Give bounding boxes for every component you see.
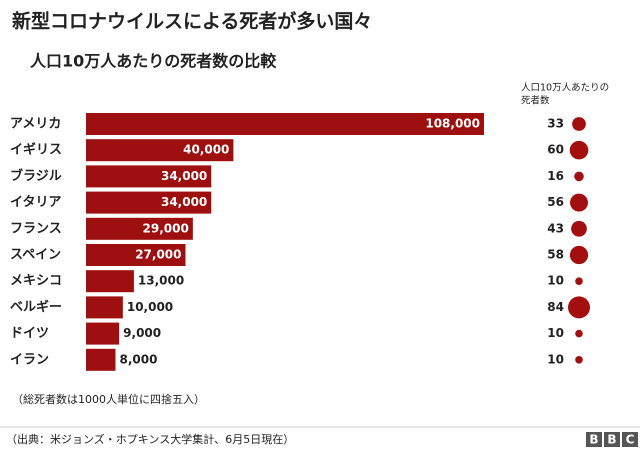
- bar: [86, 165, 212, 188]
- category-label: ブラジル: [10, 168, 62, 184]
- bubble-header: 死者数: [521, 95, 550, 107]
- bar: [86, 348, 116, 371]
- logo-box: [622, 432, 638, 447]
- logo-letter: B: [607, 433, 616, 447]
- per-capita-label: 43: [547, 221, 564, 235]
- bubble: [570, 193, 588, 212]
- bar: [86, 270, 134, 293]
- category-label: アメリカ: [10, 117, 61, 132]
- per-capita-label: 10: [547, 352, 564, 366]
- category-label: イギリス: [10, 142, 62, 158]
- per-capita-label: 56: [547, 195, 564, 209]
- category-label: イタリア: [10, 195, 61, 210]
- chart-title: 新型コロナウイルスによる死者が多い国々: [12, 10, 372, 33]
- bubble: [571, 220, 587, 237]
- category-label: フランス: [10, 221, 62, 236]
- per-capita-label: 33: [547, 117, 564, 131]
- bubble: [574, 171, 584, 182]
- per-capita-label: 58: [547, 248, 564, 262]
- category-label: ドイツ: [10, 326, 49, 341]
- value-label: 10,000: [127, 300, 173, 314]
- logo-letter: B: [589, 433, 598, 447]
- logo-box: [586, 432, 602, 447]
- bubble: [575, 356, 583, 364]
- per-capita-label: 10: [547, 274, 564, 288]
- per-capita-label: 84: [547, 300, 564, 314]
- value-label: 9,000: [123, 326, 161, 340]
- value-label: 27,000: [135, 248, 181, 262]
- bubble: [569, 140, 589, 160]
- bar: [86, 244, 186, 266]
- per-capita-label: 16: [547, 169, 564, 183]
- category-label: イラン: [10, 352, 49, 367]
- category-label: スペイン: [10, 248, 61, 263]
- bar: [86, 113, 484, 135]
- bubble-header: 人口10万人あたりの: [521, 83, 609, 94]
- bubble: [575, 277, 583, 285]
- value-label: 13,000: [138, 274, 184, 288]
- note: （総死者数は1000人単位に四捨五入）: [12, 392, 205, 406]
- bubble: [575, 329, 583, 338]
- value-label: 29,000: [143, 221, 189, 235]
- value-label: 34,000: [161, 195, 207, 209]
- bubble: [572, 117, 586, 131]
- value-label: 108,000: [425, 117, 480, 131]
- source: （出典：米ジョンズ・ホプキンス大学集計、6月5日現在）: [6, 432, 294, 446]
- chart-subtitle: 人口10万人あたりの死者数の比較: [30, 52, 277, 71]
- category-label: メキシコ: [10, 274, 62, 289]
- logo-box: [604, 432, 620, 447]
- bar: [86, 191, 212, 214]
- value-label: 34,000: [161, 169, 207, 183]
- per-capita-label: 10: [547, 326, 564, 340]
- bar: [86, 139, 234, 162]
- category-label: ベルギー: [10, 299, 62, 315]
- logo-letter: C: [626, 433, 635, 447]
- value-label: 8,000: [119, 352, 157, 366]
- bar: [86, 322, 120, 345]
- bar: [86, 217, 193, 240]
- bubble: [569, 245, 589, 265]
- value-label: 40,000: [183, 143, 229, 157]
- per-capita-label: 60: [547, 143, 564, 157]
- bar: [86, 296, 123, 319]
- bubble: [568, 296, 590, 319]
